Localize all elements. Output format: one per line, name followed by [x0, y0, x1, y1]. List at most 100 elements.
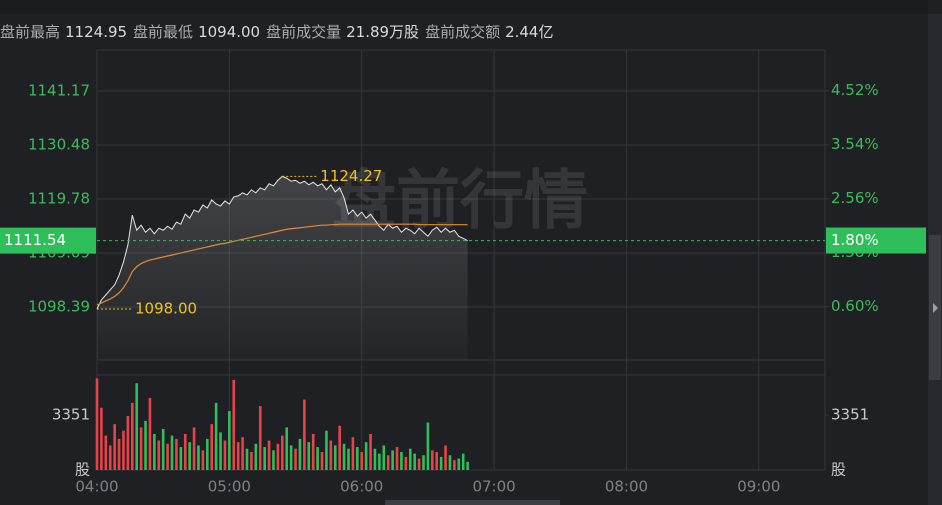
volume-bar [108, 445, 112, 470]
header-value: 2.44亿 [505, 23, 553, 41]
volume-bar [267, 440, 271, 470]
volume-bar [431, 450, 434, 470]
volume-bar [100, 407, 103, 470]
last-price-label: 1111.54 [4, 231, 66, 249]
y2-tick-label: 3.54% [831, 135, 879, 153]
volume-bar [188, 442, 191, 470]
low-label: 1098.00 [135, 300, 197, 318]
volume-bar [461, 453, 465, 470]
volume-bar [417, 458, 421, 470]
volume-bar [333, 445, 337, 470]
volume-bar [104, 435, 108, 470]
average-line [96, 223, 468, 306]
volume-bar [444, 445, 447, 470]
volume-bar [148, 397, 152, 470]
volume-bar [453, 460, 456, 470]
volume-unit: 股 [75, 461, 90, 479]
volume-bar [139, 427, 143, 470]
last-change-box [826, 227, 926, 254]
volume-bar [232, 379, 236, 470]
volume-bar [320, 451, 324, 470]
volume-unit: 股 [831, 461, 846, 479]
x-tick-label: 06:00 [340, 478, 383, 496]
volume-bar [364, 442, 368, 470]
volume-bar [386, 455, 390, 470]
y2-tick-label: 0.60% [831, 297, 879, 315]
volume-bar [373, 448, 377, 470]
volume-bar [245, 448, 249, 470]
volume-bar [250, 451, 253, 470]
volume-bar [281, 435, 284, 470]
volume-bar [130, 402, 134, 470]
volume-bar [382, 445, 386, 470]
volume-bar [122, 430, 125, 470]
header-value: 1094.00 [198, 23, 260, 41]
volume-bar [153, 433, 156, 470]
volume-bar [179, 447, 183, 470]
volume-bar [307, 442, 311, 470]
volume-bar [285, 427, 289, 470]
volume-bar [206, 438, 209, 470]
y-tick-label: 1119.78 [28, 190, 90, 208]
header-label: 盘前成交量 [266, 23, 341, 41]
volume-bar [329, 440, 333, 470]
volume-bar [254, 443, 258, 470]
volume-tick-label: 3351 [831, 406, 869, 424]
x-tick-label: 09:00 [737, 478, 780, 496]
volume-bar [95, 378, 99, 470]
volume-bar [126, 415, 130, 470]
scroll-arrow[interactable] [933, 303, 938, 313]
volume-bar [192, 427, 196, 470]
bottom-handle[interactable] [385, 500, 560, 505]
volume-bar [426, 422, 430, 470]
top-strip [0, 0, 928, 14]
volume-bar [258, 406, 262, 470]
volume-bar [289, 445, 293, 470]
volume-bar [276, 443, 280, 470]
volume-bar [135, 383, 139, 470]
volume-bar [439, 456, 443, 470]
volume-bar [228, 411, 231, 470]
watermark: 盘前行情 [332, 165, 588, 239]
volume-bar [161, 429, 165, 470]
volume-bar [170, 435, 174, 470]
x-tick-label: 04:00 [75, 478, 118, 496]
last-price-box [0, 227, 96, 254]
volume-bar [391, 450, 394, 470]
volume-bar [413, 453, 416, 470]
price-area [97, 176, 468, 360]
volume-bar [311, 433, 315, 470]
volume-bar [303, 399, 306, 470]
volume-bar [316, 447, 319, 470]
volume-bar [214, 402, 218, 470]
header-label: 盘前最高 [0, 23, 60, 41]
volume-bar [219, 432, 222, 470]
volume-bar [435, 451, 439, 470]
x-tick-label: 08:00 [605, 478, 648, 496]
volume-bar [241, 437, 244, 470]
high-label: 1124.27 [320, 167, 382, 185]
price-line [96, 175, 468, 310]
y-tick-label: 1141.17 [28, 82, 90, 100]
volume-bar [197, 445, 200, 470]
volume-bar [338, 425, 341, 470]
header-text: 盘前最高 1124.95 盘前最低 1094.00 盘前成交量 21.89万股 盘前成交额 2… [0, 23, 553, 41]
volume-bar [457, 458, 461, 470]
volume-bar [422, 455, 425, 470]
volume-bar [378, 453, 381, 470]
volume-bar [236, 442, 240, 470]
volume-bar [404, 456, 408, 470]
volume-bar [113, 424, 116, 470]
volume-bar [298, 438, 302, 470]
volume-bar [448, 455, 452, 470]
last-change-label: 1.80% [831, 231, 879, 249]
volume-bar [157, 440, 161, 470]
header: 盘前最高 1124.95 盘前最低 1094.00 盘前成交量 21.89万股 盘前成交额 2… [0, 23, 553, 41]
header-label: 盘前成交额 [425, 23, 500, 41]
x-tick-label: 05:00 [208, 478, 251, 496]
volume-bar [294, 448, 297, 470]
volume-bar [263, 447, 266, 470]
volume-bar [356, 447, 359, 470]
volume-bar [360, 451, 364, 470]
